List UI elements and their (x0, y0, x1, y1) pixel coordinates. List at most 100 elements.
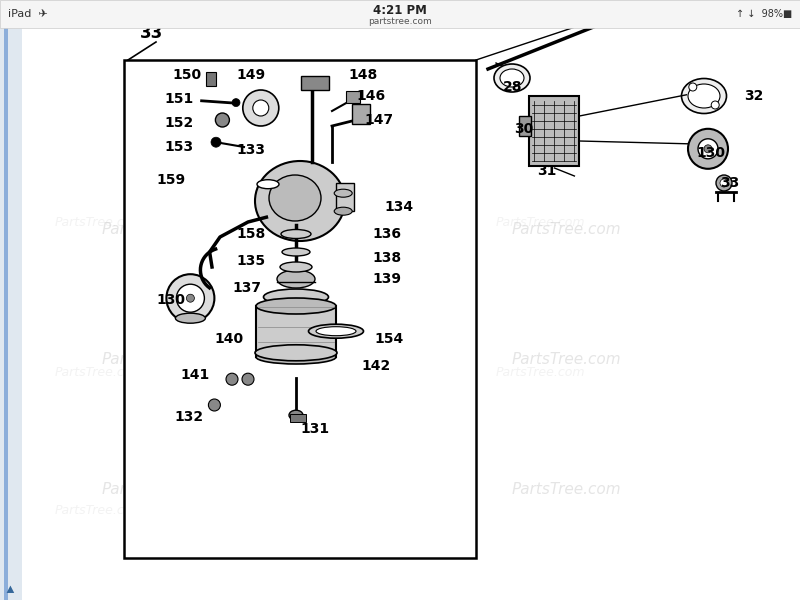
Text: 132: 132 (174, 410, 203, 424)
Text: 4:21 PM: 4:21 PM (373, 4, 427, 16)
Text: 149: 149 (236, 68, 265, 82)
Bar (206, 73, 216, 86)
Circle shape (253, 100, 269, 116)
Ellipse shape (688, 84, 720, 108)
Text: 153: 153 (164, 140, 193, 154)
Text: 133: 133 (236, 143, 265, 157)
Ellipse shape (255, 161, 345, 241)
Text: PartsTree.com: PartsTree.com (512, 223, 622, 238)
Text: 158: 158 (236, 227, 266, 241)
Ellipse shape (282, 248, 310, 256)
Text: 154: 154 (374, 332, 404, 346)
Text: 130: 130 (156, 293, 185, 307)
Text: PartsTree.com: PartsTree.com (280, 473, 370, 487)
Bar (0, 28, 22, 600)
Circle shape (704, 145, 712, 153)
Text: 33: 33 (140, 24, 163, 42)
Text: PartsTree.com: PartsTree.com (322, 352, 432, 367)
Ellipse shape (280, 262, 312, 272)
Bar (301, 76, 329, 90)
Text: 141: 141 (180, 368, 210, 382)
Circle shape (720, 179, 728, 187)
Ellipse shape (263, 289, 329, 305)
Text: 138: 138 (372, 251, 401, 265)
Text: PartsTree.com: PartsTree.com (55, 503, 145, 517)
Ellipse shape (277, 270, 315, 288)
Circle shape (242, 373, 254, 385)
Text: 159: 159 (157, 173, 186, 187)
Bar (290, 415, 306, 422)
Text: 137: 137 (232, 281, 261, 295)
Circle shape (166, 274, 214, 322)
Text: 130: 130 (696, 146, 725, 160)
Text: PartsTree.com: PartsTree.com (102, 352, 212, 367)
Ellipse shape (256, 350, 336, 364)
Ellipse shape (255, 345, 337, 361)
Text: 134: 134 (384, 200, 413, 214)
Text: 28: 28 (502, 80, 522, 94)
Ellipse shape (334, 189, 352, 197)
Text: PartsTree.com: PartsTree.com (512, 482, 622, 497)
Ellipse shape (316, 326, 356, 335)
Ellipse shape (256, 298, 336, 314)
Text: 146: 146 (356, 89, 385, 103)
Ellipse shape (281, 229, 311, 238)
Text: 31: 31 (538, 164, 557, 178)
Bar (352, 104, 370, 124)
Text: 147: 147 (364, 113, 393, 127)
Text: 131: 131 (300, 422, 329, 436)
Text: 29: 29 (594, 14, 613, 28)
Text: ↑ ↓  98%■: ↑ ↓ 98%■ (736, 9, 792, 19)
Circle shape (688, 129, 728, 169)
Text: 32: 32 (744, 89, 763, 103)
Text: 33: 33 (720, 176, 739, 190)
Bar (256, 306, 336, 357)
Text: 150: 150 (172, 68, 201, 82)
Circle shape (232, 98, 240, 107)
Text: 136: 136 (372, 227, 401, 241)
Ellipse shape (494, 64, 530, 92)
Text: 148: 148 (348, 68, 378, 82)
Text: 140: 140 (214, 332, 243, 346)
Ellipse shape (334, 207, 352, 215)
Text: iPad  ✈: iPad ✈ (8, 9, 48, 19)
Ellipse shape (175, 313, 206, 323)
Circle shape (716, 175, 732, 191)
Circle shape (711, 101, 719, 109)
Bar (336, 183, 354, 211)
Circle shape (215, 113, 230, 127)
Bar (124, 60, 476, 558)
Ellipse shape (269, 175, 321, 221)
Text: 135: 135 (236, 254, 265, 268)
Bar (346, 91, 360, 103)
Text: 139: 139 (372, 272, 401, 286)
Text: partstree.com: partstree.com (368, 16, 432, 25)
Ellipse shape (257, 180, 279, 188)
Text: PartsTree.com: PartsTree.com (496, 365, 586, 379)
Circle shape (243, 90, 279, 126)
Text: PartsTree.com: PartsTree.com (102, 482, 212, 497)
Text: 30: 30 (514, 122, 534, 136)
Circle shape (226, 373, 238, 385)
Circle shape (211, 137, 221, 147)
Text: PartsTree.com: PartsTree.com (322, 223, 432, 238)
Text: PartsTree.com: PartsTree.com (55, 215, 145, 229)
Text: 152: 152 (164, 116, 194, 130)
Text: 142: 142 (362, 359, 391, 373)
Bar (519, 116, 531, 136)
Ellipse shape (289, 410, 303, 420)
Circle shape (689, 83, 697, 91)
Text: PartsTree.com: PartsTree.com (102, 223, 212, 238)
Text: PartsTree.com: PartsTree.com (512, 352, 622, 367)
Bar (4, 28, 8, 600)
Ellipse shape (309, 324, 363, 338)
Ellipse shape (682, 79, 726, 113)
Ellipse shape (500, 69, 524, 87)
Bar (0, 0, 800, 28)
Text: PartsTree.com: PartsTree.com (496, 215, 586, 229)
Text: 151: 151 (164, 92, 194, 106)
Circle shape (208, 399, 221, 411)
Text: ▶: ▶ (6, 584, 16, 592)
Bar (530, 96, 579, 166)
Text: PartsTree.com: PartsTree.com (55, 365, 145, 379)
